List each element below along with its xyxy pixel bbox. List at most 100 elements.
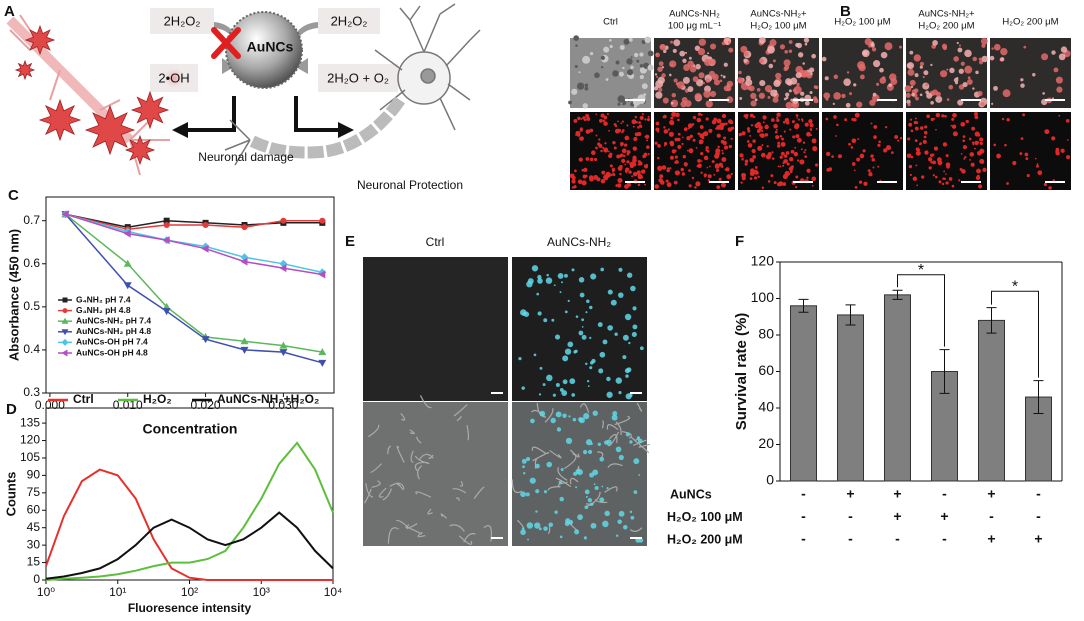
panel-label: E xyxy=(345,233,355,250)
cell xyxy=(809,90,813,95)
cell xyxy=(857,61,865,70)
cell xyxy=(723,85,730,92)
fluorescence xyxy=(535,463,540,469)
micrograph xyxy=(822,112,903,190)
cell xyxy=(749,177,753,181)
cell xyxy=(716,170,719,172)
cell xyxy=(582,116,586,120)
column-label: Ctrl xyxy=(426,235,445,249)
marker xyxy=(241,224,248,231)
cell xyxy=(853,169,856,172)
cell xyxy=(657,66,663,72)
cell xyxy=(663,114,667,119)
cell xyxy=(794,185,798,189)
fluorescence xyxy=(564,310,568,314)
cell xyxy=(703,155,709,161)
cell-outline xyxy=(555,477,572,488)
cell xyxy=(713,173,716,176)
cell xyxy=(699,141,702,145)
cell xyxy=(957,47,963,53)
legend-marker xyxy=(61,349,68,357)
fluorescence xyxy=(533,353,537,357)
cell xyxy=(628,170,632,174)
texture xyxy=(600,65,604,69)
cell xyxy=(943,170,946,173)
cell xyxy=(716,185,721,190)
cell-outline xyxy=(378,487,387,498)
cell xyxy=(752,155,756,159)
fluorescence xyxy=(571,268,575,272)
cell xyxy=(654,73,658,76)
cell xyxy=(914,117,917,120)
cell-outline xyxy=(453,404,468,417)
cell xyxy=(845,102,851,108)
cell xyxy=(906,99,911,104)
cell-outline xyxy=(382,488,393,501)
micrograph xyxy=(363,257,508,401)
fluorescence xyxy=(562,355,569,362)
fluorescence xyxy=(611,414,618,421)
cell xyxy=(665,179,669,183)
cell xyxy=(913,120,918,125)
cell xyxy=(603,115,608,120)
cell xyxy=(964,155,967,159)
cell xyxy=(952,131,958,137)
cell xyxy=(936,157,942,163)
cell xyxy=(577,179,583,184)
column-label: H₂O₂ 200 μM xyxy=(1002,17,1058,28)
cell xyxy=(962,81,968,88)
cell-outline xyxy=(531,409,547,419)
fluorescence xyxy=(607,325,613,331)
legend-label: AuNCs-NH₂ pH 7.4 xyxy=(76,315,151,325)
fluorescence xyxy=(618,292,624,298)
y-tick-label: 0.5 xyxy=(23,299,40,313)
fluorescence xyxy=(559,291,562,294)
fluorescence xyxy=(527,538,529,541)
fluorescence xyxy=(587,498,593,503)
cell xyxy=(806,131,811,137)
texture xyxy=(603,46,610,53)
texture xyxy=(639,52,644,57)
cell xyxy=(621,148,627,154)
condition-label: H₂O₂ 100 μM xyxy=(667,510,743,524)
cell xyxy=(793,151,799,157)
cell xyxy=(945,154,949,158)
cell xyxy=(904,85,912,93)
cell xyxy=(889,73,897,81)
healthy-neuron xyxy=(224,3,481,166)
cell xyxy=(666,182,672,188)
cell xyxy=(631,119,637,125)
fluorescence xyxy=(617,519,622,525)
cell xyxy=(674,160,679,164)
cell xyxy=(761,129,764,133)
cell xyxy=(715,127,718,130)
cell xyxy=(709,90,717,98)
cell xyxy=(670,99,679,108)
cell xyxy=(745,78,753,87)
cell xyxy=(574,169,577,173)
cell xyxy=(858,180,863,184)
star xyxy=(84,104,136,156)
fluorescence xyxy=(615,446,622,453)
cell xyxy=(910,129,914,133)
cell xyxy=(658,61,664,67)
cell xyxy=(571,175,576,180)
cell xyxy=(868,172,873,177)
cell xyxy=(919,61,925,66)
cell xyxy=(705,100,713,108)
fluorescence xyxy=(618,454,624,461)
legend-label: AuNCs-OH pH 4.8 xyxy=(76,347,148,357)
cell xyxy=(1036,163,1039,166)
cell xyxy=(930,161,933,164)
cell-outline xyxy=(606,424,619,431)
cell xyxy=(978,184,983,189)
condition-symbol: + xyxy=(893,486,901,502)
texture xyxy=(594,72,600,79)
cell xyxy=(721,149,724,152)
cell xyxy=(919,65,923,69)
cell xyxy=(804,122,809,127)
cell xyxy=(670,116,674,120)
cell xyxy=(764,85,773,93)
fluorescence xyxy=(589,472,595,478)
cell xyxy=(672,114,674,117)
